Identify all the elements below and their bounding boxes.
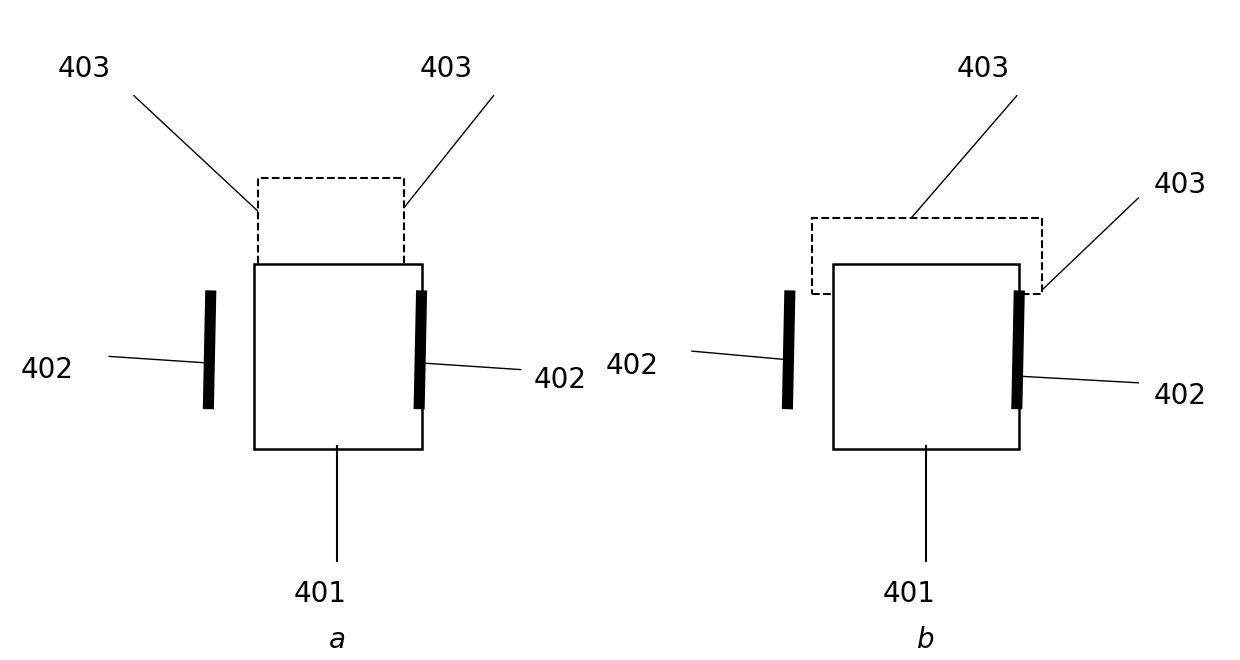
Text: 401: 401 — [883, 580, 935, 608]
Text: 403: 403 — [957, 55, 1009, 83]
Text: 402: 402 — [606, 352, 658, 380]
Bar — [812, 218, 1042, 294]
Text: b: b — [918, 626, 935, 654]
Text: 402: 402 — [1153, 382, 1207, 410]
Bar — [833, 264, 1019, 449]
Text: 402: 402 — [21, 356, 73, 383]
Text: 402: 402 — [533, 366, 587, 393]
Text: a: a — [329, 626, 346, 654]
Text: 401: 401 — [294, 580, 346, 608]
Text: 403: 403 — [1153, 171, 1207, 199]
Bar — [254, 264, 422, 449]
Text: 403: 403 — [420, 55, 472, 83]
Text: 403: 403 — [58, 55, 110, 83]
Bar — [258, 178, 404, 294]
